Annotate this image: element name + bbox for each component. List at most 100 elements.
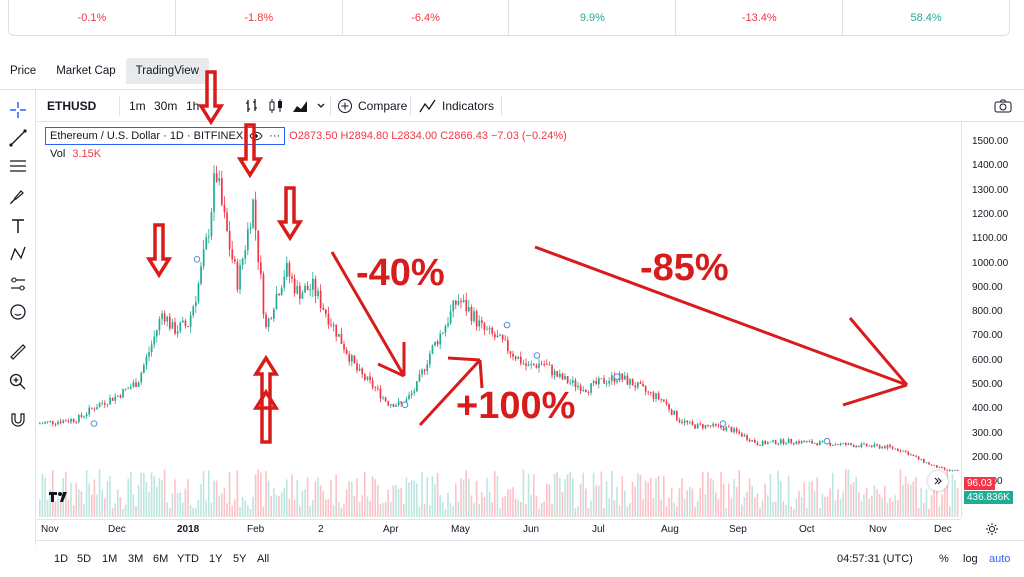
price-chart[interactable] (37, 122, 961, 519)
candles-icon[interactable] (267, 96, 285, 116)
interval-1h[interactable]: 1h (186, 99, 200, 113)
zoom-in-icon[interactable] (6, 370, 30, 394)
area-chart-icon[interactable] (291, 96, 309, 116)
range-5d[interactable]: 5D (77, 553, 92, 565)
compare-button[interactable]: Compare (337, 96, 407, 116)
tab-price[interactable]: Price (10, 65, 37, 77)
candle-body (486, 329, 488, 331)
candle-body (777, 443, 780, 445)
auto-toggle[interactable]: auto (989, 553, 1011, 565)
event-marker[interactable] (90, 420, 98, 427)
volume-bar (397, 488, 400, 517)
pattern-icon[interactable] (6, 242, 30, 266)
ruler-icon[interactable] (6, 340, 30, 364)
volume-bar (577, 506, 579, 517)
magnet-icon[interactable] (6, 408, 30, 432)
candle-body (57, 421, 59, 425)
bar-style-icon[interactable] (243, 96, 261, 116)
volume-bar (286, 479, 288, 517)
candle-body (559, 373, 561, 377)
volume-bar (171, 493, 174, 517)
scroll-to-latest-button[interactable] (928, 471, 948, 491)
candle-body (509, 351, 512, 354)
log-toggle[interactable]: log (963, 553, 978, 565)
volume-bar (780, 481, 782, 517)
emoji-icon[interactable] (6, 300, 30, 324)
event-marker[interactable] (193, 256, 201, 263)
candle-body (496, 335, 499, 338)
volume-bar (176, 493, 179, 517)
volume-bar (275, 494, 278, 517)
last-price-tag: 96.03 (964, 477, 996, 490)
candle-body (787, 439, 790, 444)
candle-body (730, 427, 733, 433)
range-6m[interactable]: 6M (153, 553, 169, 565)
range-3m[interactable]: 3M (128, 553, 144, 565)
horizontal-lines-icon[interactable] (6, 154, 30, 178)
tab-market-cap[interactable]: Market Cap (56, 65, 116, 77)
volume-bar (67, 499, 70, 517)
event-marker[interactable] (613, 373, 621, 380)
volume-bar (457, 501, 460, 517)
settings-gear-icon[interactable] (985, 522, 999, 541)
event-marker[interactable] (533, 352, 541, 359)
volume-bar (335, 474, 337, 517)
symbol-legend[interactable]: Ethereum / U.S. Dollar · 1D · BITFINEX ·… (45, 127, 286, 145)
event-marker[interactable] (401, 401, 409, 409)
range-1y[interactable]: 1Y (209, 553, 223, 565)
candle-body (837, 444, 839, 446)
candle-body (761, 440, 764, 446)
tab-tradingview[interactable]: TradingView (125, 58, 209, 84)
prediction-icon[interactable] (6, 272, 30, 296)
range-5y[interactable]: 5Y (233, 553, 247, 565)
volume-bar (488, 492, 491, 517)
volume-bar (826, 496, 829, 517)
event-marker[interactable] (503, 321, 511, 329)
volume-bar (343, 504, 345, 517)
text-icon[interactable] (6, 214, 30, 238)
eye-icon[interactable] (249, 131, 263, 141)
volume-bar (806, 508, 808, 517)
volume-bar (236, 469, 239, 517)
chevron-down-icon[interactable] (316, 96, 326, 116)
candle-body (309, 289, 312, 291)
candle-body (733, 428, 735, 433)
candle-body (660, 398, 663, 400)
volume-bar (153, 475, 155, 517)
candle-body (127, 388, 130, 390)
utc-clock[interactable]: 04:57:31 (UTC) (837, 553, 913, 565)
camera-icon[interactable] (993, 96, 1013, 116)
trend-line-icon[interactable] (6, 126, 30, 150)
event-marker[interactable] (719, 420, 727, 427)
volume-bar (501, 497, 504, 517)
candle-body (166, 316, 169, 322)
volume-bar (317, 477, 319, 517)
event-marker[interactable] (823, 437, 831, 445)
range-ytd[interactable]: YTD (177, 553, 199, 565)
brush-icon[interactable] (6, 184, 30, 208)
candle-body (553, 371, 556, 376)
range-1m[interactable]: 1M (102, 553, 118, 565)
candle-body (410, 393, 413, 396)
percent-toggle[interactable]: % (939, 553, 949, 565)
symbol-search[interactable]: ETHUSD (47, 99, 97, 113)
range-1d[interactable]: 1D (54, 553, 69, 565)
time-axis[interactable]: Nov Dec 2018 Feb 2 Apr May Jun Jul Aug Sep Oct Nov De… (37, 519, 961, 537)
more-icon[interactable]: ··· (269, 130, 281, 142)
price-tick: 1400.00 (972, 160, 1009, 172)
range-all[interactable]: All (257, 553, 270, 565)
candle-body (886, 445, 889, 449)
volume-bar (57, 497, 59, 517)
candle-body (790, 439, 793, 443)
indicators-button[interactable]: Indicators (419, 96, 494, 116)
volume-bar (863, 494, 865, 517)
candle-body (75, 421, 78, 423)
interval-30m[interactable]: 30m (154, 99, 178, 113)
crosshair-icon[interactable] (6, 98, 30, 122)
candle-body (343, 344, 345, 350)
volume-bar (795, 498, 798, 517)
candle-body (941, 466, 943, 468)
interval-1m[interactable]: 1m (129, 99, 146, 113)
price-axis[interactable]: 1500.00 1400.00 1300.00 1200.00 1100.00 1000.… (961, 122, 1024, 517)
volume-bar (631, 481, 634, 517)
